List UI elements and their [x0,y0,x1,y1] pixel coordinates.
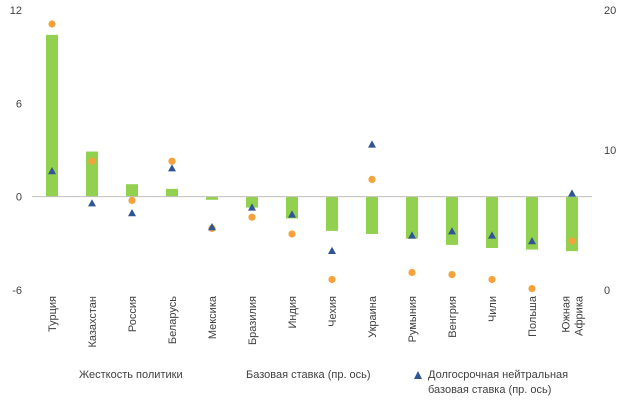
category-label-line: Африка [574,295,586,336]
category-label: Украина [367,295,379,338]
left-tick-label: -6 [12,285,22,297]
category-label: Чили [487,296,499,322]
left-tick-label: 0 [16,192,22,204]
legend-label-policy-tightness: Жесткость политики [79,368,183,383]
category-label-line: Украина [367,295,379,338]
triangle-point [488,231,496,239]
legend-label-line: базовая ставка (пр. ось) [428,384,552,396]
legend-item-neutral-rate: Долгосрочная нейтральная базовая ставка … [414,368,568,398]
legend-label-neutral-rate: Долгосрочная нейтральная базовая ставка … [428,368,568,398]
legend-dot-swatch [232,371,240,379]
category-label: Турция [47,296,59,332]
category-label: Россия [127,296,139,332]
bar-series [46,34,578,252]
bar [166,188,178,197]
legend-label-line: Жесткость политики [79,369,183,381]
category-label-line: Южная [561,296,573,333]
right-tick-label: 20 [604,5,616,17]
legend-label-line: Долгосрочная нейтральная [428,369,569,381]
category-label-line: Казахстан [87,296,99,348]
bar [566,196,578,252]
legend-label-line: Базовая ставка (пр. ось) [246,369,371,381]
dot-point [408,268,416,277]
dot-point [48,20,56,28]
category-label: Мексика [207,295,219,339]
category-labels: Турция Казахстан Россия Беларусь Мексика Браз… [47,295,586,347]
category-label: Чехия [327,296,339,327]
triangle-point [328,246,336,254]
right-tick-label: 0 [604,285,610,297]
dot-point [568,237,576,245]
category-label-line: Польша [527,295,539,337]
triangle-point [48,167,56,175]
dot-point [328,275,336,284]
bar [246,196,258,208]
bar [526,196,538,250]
legend-label-base-rate: Базовая ставка (пр. ось) [246,368,371,383]
bar [206,196,218,200]
triangle-point [408,231,416,239]
chart-legend: Жесткость политики Базовая ставка (пр. о… [0,368,634,405]
category-label: Южная Африка [561,295,586,336]
dot-point [248,213,256,221]
category-label-line: Индия [287,296,299,329]
bar [46,34,58,197]
triangle-point [248,203,256,211]
bar [486,196,498,248]
triangle-point [88,199,96,207]
triangle-point [208,223,216,231]
bar [366,196,378,234]
category-label-line: Турция [47,296,59,332]
category-label-line: Чехия [327,296,339,327]
bar [406,196,418,239]
category-label: Казахстан [87,296,99,348]
dot-point [128,196,136,204]
category-label-line: Россия [127,296,139,332]
left-axis: 12 6 0 -6 [10,5,22,297]
category-label-line: Мексика [207,295,219,339]
dot-point [88,157,96,165]
dot-point [488,275,496,284]
bar [286,196,298,219]
right-axis: 20 10 0 [604,5,616,297]
category-label: Беларусь [167,296,179,344]
category-label-line: Бразилия [247,296,259,345]
bar [126,184,138,197]
category-label: Индия [287,296,299,329]
dot-series [48,20,576,293]
bar [326,196,338,231]
triangle-series [48,140,576,254]
category-label-line: Чили [487,296,499,322]
left-tick-label: 6 [16,98,22,110]
triangle-point [128,209,136,217]
right-tick-label: 10 [604,145,616,157]
category-label: Румыния [407,296,419,342]
category-label: Польша [527,295,539,337]
triangle-point [288,210,296,218]
dot-point [448,271,456,279]
bar [446,196,458,245]
triangle-point [568,189,576,197]
dot-point [528,285,536,293]
triangle-point [448,227,456,235]
left-tick-label: 12 [10,5,22,17]
category-label: Венгрия [447,296,459,338]
category-label-line: Беларусь [167,296,179,344]
triangle-point [368,140,376,148]
dot-point [168,157,176,165]
triangle-point [168,164,176,172]
legend-bar-swatch [64,371,73,380]
category-label-line: Венгрия [447,296,459,338]
legend-item-base-rate: Базовая ставка (пр. ось) [232,368,371,383]
legend-item-policy-tightness: Жесткость политики [64,368,183,383]
legend-triangle-swatch [414,371,422,379]
dot-point [288,230,296,238]
category-label-line: Румыния [407,296,419,342]
triangle-point [528,237,536,245]
dot-point [368,175,376,183]
category-label: Бразилия [247,296,259,345]
